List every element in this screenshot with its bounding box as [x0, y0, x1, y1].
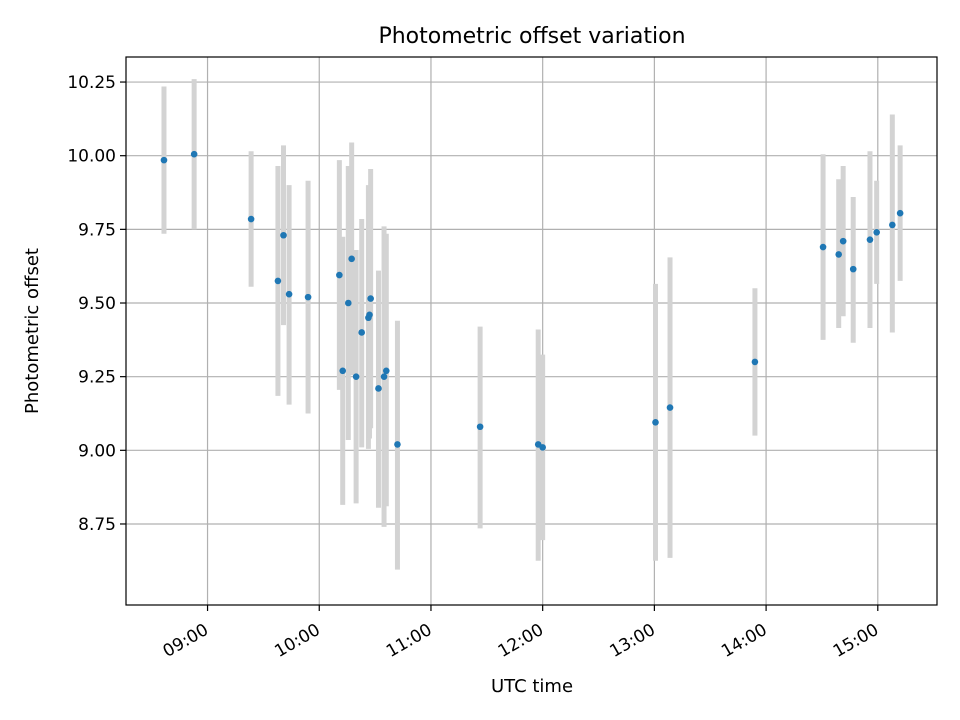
- data-point: [274, 277, 282, 285]
- data-point: [380, 373, 388, 380]
- data-point: [339, 367, 347, 375]
- data-point: [751, 358, 759, 366]
- data-point: [839, 237, 847, 245]
- data-point: [190, 150, 198, 158]
- data-point: [247, 215, 255, 223]
- data-point: [539, 444, 546, 451]
- data-point: [348, 255, 355, 263]
- y-tick-label: 9.50: [78, 294, 116, 314]
- y-tick-label: 9.00: [78, 441, 116, 461]
- data-point: [835, 251, 842, 258]
- data-point: [160, 156, 168, 164]
- y-tick-label: 9.75: [78, 220, 116, 240]
- y-axis-label: Photometric offset: [22, 248, 43, 414]
- data-points: [160, 150, 904, 451]
- data-point: [304, 293, 312, 301]
- data-point: [280, 231, 287, 239]
- data-point: [666, 404, 674, 411]
- data-point: [873, 229, 880, 236]
- data-point: [366, 311, 373, 319]
- data-point: [394, 441, 401, 448]
- y-tick-label: 10.00: [67, 147, 116, 167]
- data-point: [476, 423, 484, 431]
- data-point: [336, 271, 343, 279]
- x-axis-label: UTC time: [491, 676, 573, 697]
- y-tick-label: 9.25: [78, 368, 116, 388]
- data-point: [382, 367, 390, 375]
- data-point: [358, 329, 366, 336]
- data-point: [896, 209, 904, 217]
- data-point: [344, 299, 352, 307]
- y-tick-label: 8.75: [78, 515, 116, 535]
- data-point: [352, 373, 360, 380]
- data-point: [889, 221, 896, 229]
- data-point: [849, 265, 857, 273]
- chart-title: Photometric offset variation: [378, 24, 685, 49]
- y-axis: 8.75 9.00 9.25 9.50 9.75 10.00 10.25: [67, 73, 126, 535]
- data-point: [819, 243, 827, 251]
- data-point: [652, 419, 659, 426]
- data-point: [866, 236, 874, 243]
- data-point: [367, 295, 374, 302]
- plot-frame: [125, 56, 938, 606]
- data-point: [375, 385, 382, 392]
- grid: [126, 57, 937, 605]
- y-tick-label: 10.25: [67, 73, 116, 93]
- data-point: [285, 290, 293, 298]
